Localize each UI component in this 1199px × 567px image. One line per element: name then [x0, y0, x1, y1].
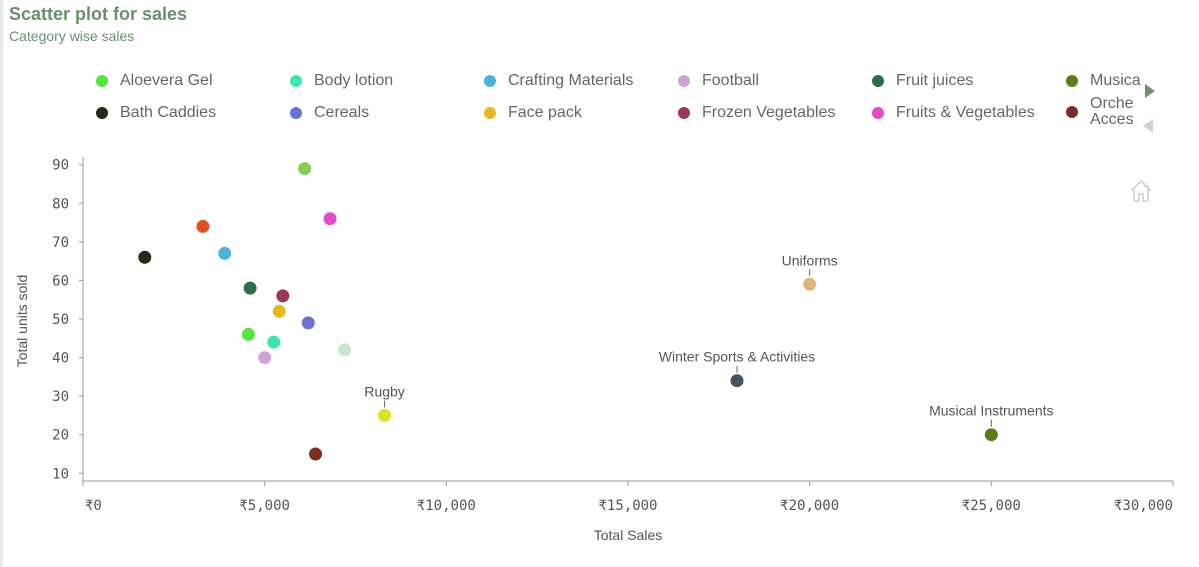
point-label: Uniforms	[782, 252, 838, 268]
x-axis-title: Total Sales	[594, 527, 662, 543]
data-point[interactable]	[378, 408, 392, 422]
y-tick-label: 80	[52, 196, 69, 212]
data-point[interactable]	[218, 246, 232, 260]
data-point[interactable]	[272, 304, 286, 318]
legend-marker	[290, 75, 302, 87]
legend-item[interactable]: Body lotion	[290, 72, 393, 90]
data-point[interactable]	[298, 162, 312, 176]
legend-item[interactable]: Musica	[1066, 72, 1141, 90]
chart-title: Scatter plot for sales	[9, 4, 188, 24]
data-point[interactable]	[267, 335, 281, 349]
legend-label: Face pack	[508, 104, 582, 121]
legend-item[interactable]: Bath Caddies	[96, 104, 216, 122]
legend-item[interactable]: Crafting Materials	[484, 72, 633, 90]
data-point[interactable]	[323, 212, 337, 226]
legend-marker	[678, 107, 690, 119]
legend-marker	[678, 75, 690, 87]
legend-marker	[290, 107, 302, 119]
legend-label: Bath Caddies	[120, 104, 217, 121]
y-axis-title: Total units sold	[14, 275, 30, 368]
legend-label: Musica	[1090, 72, 1141, 89]
data-point[interactable]	[241, 327, 255, 341]
legend-label: Fruits & Vegetables	[896, 104, 1035, 121]
data-point[interactable]	[730, 374, 744, 388]
x-tick-label: ₹5,000	[239, 498, 290, 514]
chart-subtitle: Category wise sales	[9, 28, 135, 44]
legend-label: Crafting Materials	[508, 72, 634, 89]
legend-item[interactable]: Fruits & Vegetables	[872, 104, 1035, 122]
legend-item[interactable]: Aloevera Gel	[96, 72, 213, 90]
legend-item[interactable]: Fruit juices	[872, 72, 973, 90]
y-tick-label: 70	[52, 235, 69, 251]
y-tick-label: 30	[52, 389, 69, 405]
x-tick-label: ₹15,000	[598, 498, 657, 514]
data-point[interactable]	[138, 250, 152, 264]
data-point[interactable]	[301, 316, 315, 330]
x-tick-label: ₹20,000	[780, 498, 839, 514]
y-tick-label: 90	[52, 158, 69, 174]
legend-item[interactable]: Football	[678, 72, 759, 90]
legend-label: Cereals	[314, 104, 370, 121]
home-icon[interactable]	[1128, 178, 1154, 204]
legend-item[interactable]: Cereals	[290, 104, 369, 122]
legend-item[interactable]: Face pack	[484, 104, 582, 122]
legend-marker	[872, 107, 884, 119]
legend-item[interactable]: Orche Acces	[1066, 96, 1142, 128]
legend-marker	[1066, 106, 1078, 118]
x-tick-label: ₹30,000	[1114, 498, 1173, 514]
data-point[interactable]	[984, 428, 998, 442]
x-tick-label: ₹25,000	[962, 498, 1021, 514]
data-point[interactable]	[309, 447, 323, 461]
x-tick-label: ₹0	[85, 498, 102, 514]
data-point[interactable]	[338, 343, 352, 357]
y-tick-label: 50	[52, 312, 69, 328]
y-tick-label: 40	[52, 351, 69, 367]
legend-prev-icon[interactable]	[1143, 119, 1153, 133]
legend-label: Orche Acces	[1090, 95, 1134, 128]
legend-marker	[96, 75, 108, 87]
legend-marker	[96, 107, 108, 119]
legend-marker	[872, 75, 884, 87]
y-tick-label: 10	[52, 466, 69, 482]
left-border	[0, 0, 3, 567]
legend-label: Body lotion	[314, 72, 394, 89]
data-point[interactable]	[243, 281, 257, 295]
y-tick-label: 60	[52, 273, 69, 289]
legend-label: Football	[702, 72, 759, 89]
legend: Aloevera Gel Body lotion Crafting Material…	[96, 70, 1142, 140]
legend-item[interactable]: Frozen Vegetables	[678, 104, 835, 122]
data-point[interactable]	[196, 219, 210, 233]
point-label: Musical Instruments	[929, 403, 1053, 419]
legend-label: Fruit juices	[896, 72, 974, 89]
data-point[interactable]	[258, 351, 272, 365]
legend-marker	[484, 107, 496, 119]
legend-marker	[484, 75, 496, 87]
legend-label: Frozen Vegetables	[702, 104, 836, 121]
point-label: Rugby	[364, 383, 404, 399]
legend-next-icon[interactable]	[1145, 84, 1155, 98]
data-point[interactable]	[803, 277, 817, 291]
data-point[interactable]	[276, 289, 290, 303]
legend-label: Aloevera Gel	[120, 72, 213, 89]
x-tick-label: ₹10,000	[417, 498, 476, 514]
legend-marker	[1066, 75, 1078, 87]
point-label: Winter Sports & Activities	[659, 349, 815, 365]
y-tick-label: 20	[52, 428, 69, 444]
